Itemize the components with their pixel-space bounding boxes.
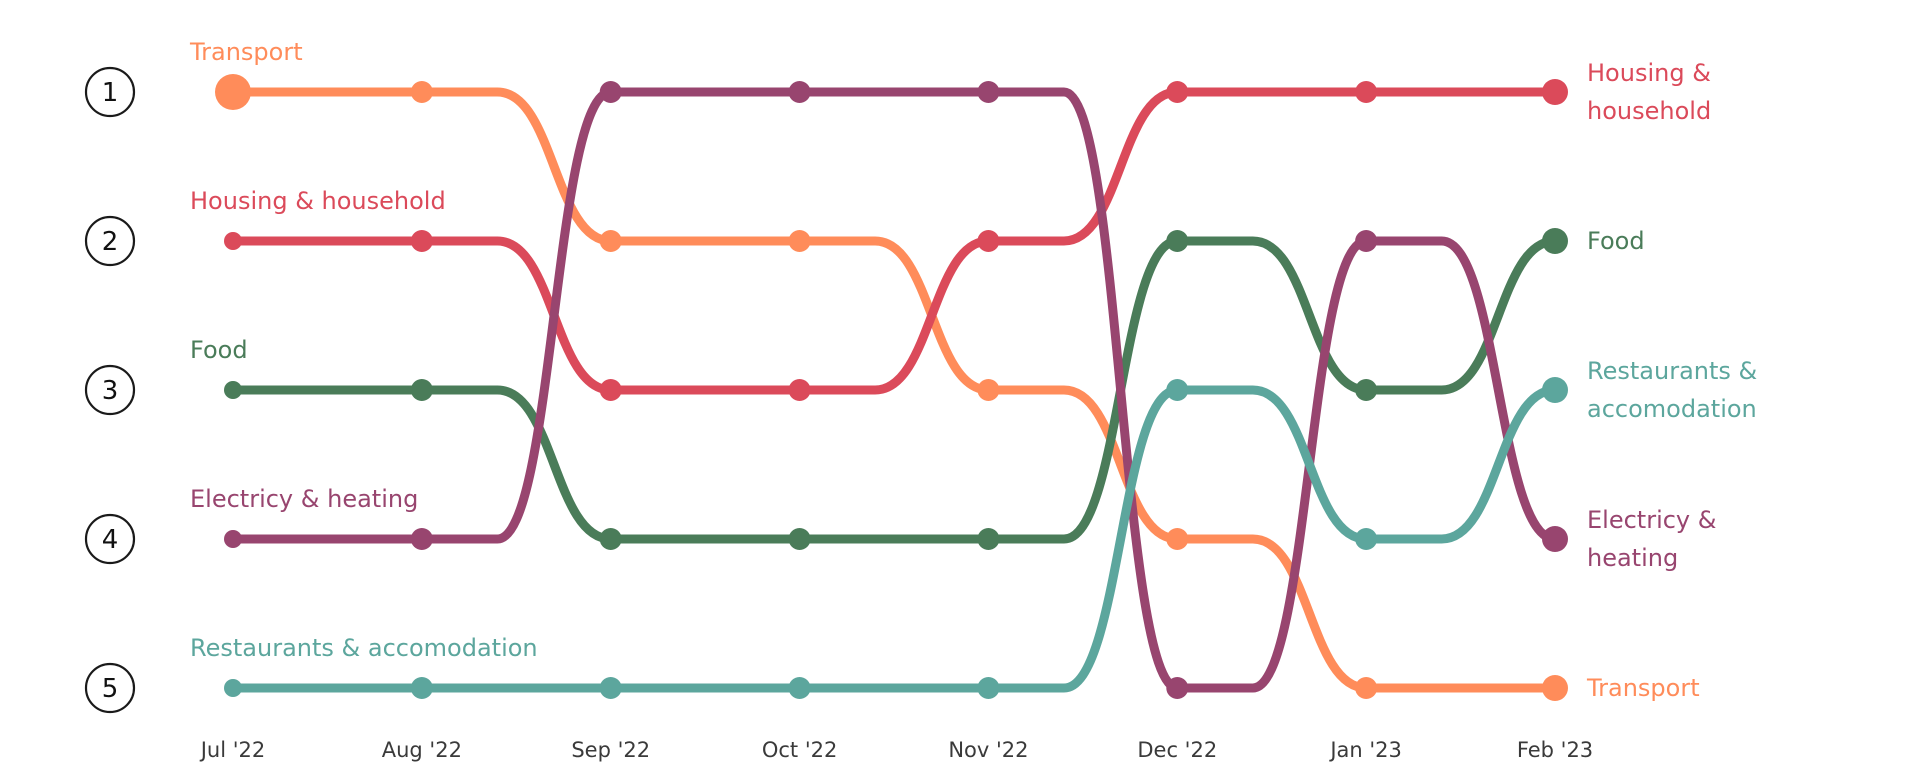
x-tick-label: Sep '22 (571, 738, 650, 762)
x-tick-label: Dec '22 (1137, 738, 1217, 762)
data-point (1166, 230, 1189, 252)
series-line (228, 87, 1560, 693)
data-point (1166, 528, 1189, 550)
x-tick-label: Oct '22 (762, 738, 837, 762)
data-point (224, 232, 242, 250)
series-line (228, 87, 1560, 395)
data-point (599, 528, 622, 550)
rank-label: 1 (102, 78, 119, 108)
series-end-label: household (1587, 97, 1711, 125)
series-2: Food Food (190, 227, 1645, 550)
series-end-label: Transport (1586, 674, 1700, 702)
data-point (599, 379, 622, 401)
series-end-label: Electricy & (1587, 506, 1716, 534)
data-point (410, 81, 433, 103)
data-point (1166, 379, 1189, 401)
data-point (977, 379, 1000, 401)
series-start-label: Housing & household (190, 187, 446, 215)
data-point (1355, 379, 1378, 401)
data-point (599, 230, 622, 252)
data-point (1166, 81, 1189, 103)
data-point (788, 528, 811, 550)
data-point (1542, 526, 1568, 552)
data-point (410, 379, 433, 401)
data-point (224, 679, 242, 697)
data-point (410, 230, 433, 252)
rank-label: 2 (102, 227, 119, 257)
data-point (410, 528, 433, 550)
series-4: Restaurants & accomodation Restaurants & a… (190, 357, 1757, 699)
data-point (410, 677, 433, 699)
data-point (1542, 228, 1568, 254)
data-point (788, 230, 811, 252)
series-start-label: Electricy & heating (190, 485, 418, 513)
data-point (1355, 230, 1378, 252)
data-point (1542, 377, 1568, 403)
data-point (1355, 81, 1378, 103)
rank-circle-5 (84, 662, 136, 714)
data-point (977, 81, 1000, 103)
data-point (1542, 79, 1568, 105)
data-point (599, 81, 622, 103)
data-point (788, 677, 811, 699)
x-axis: Jul '22 Aug '22 Sep '22 Oct '22 Nov '22 Dec '… (199, 738, 1593, 762)
x-tick-label: Aug '22 (382, 738, 462, 762)
rank-label: 5 (102, 674, 119, 704)
series-start-label: Food (190, 336, 248, 364)
data-point (977, 528, 1000, 550)
rank-axis: 1 2 3 4 5 (84, 66, 136, 714)
data-point (788, 379, 811, 401)
x-tick-label: Jul '22 (199, 738, 266, 762)
data-point (1355, 528, 1378, 550)
data-point (224, 381, 242, 399)
series-line (228, 385, 1560, 693)
series-line (228, 236, 1560, 544)
rank-label: 3 (102, 376, 119, 406)
series-1: Housing & household Housing & household (190, 59, 1711, 401)
data-point (599, 677, 622, 699)
data-point (1542, 675, 1568, 701)
series-start-label: Restaurants & accomodation (190, 634, 538, 662)
series-end-label: accomodation (1587, 395, 1757, 423)
series-end-label: Housing & (1587, 59, 1711, 87)
data-point (788, 81, 811, 103)
rank-circle-2 (84, 215, 136, 267)
x-tick-label: Nov '22 (948, 738, 1028, 762)
rank-circle-1 (84, 66, 136, 118)
x-tick-label: Jan '23 (1328, 738, 1402, 762)
series-start-label: Transport (189, 38, 303, 66)
series-end-label: Restaurants & (1587, 357, 1757, 385)
data-point (977, 230, 1000, 252)
data-point (215, 74, 251, 110)
x-tick-label: Feb '23 (1517, 738, 1593, 762)
data-point (224, 530, 242, 548)
rank-circle-4 (84, 513, 136, 565)
series-end-label: heating (1587, 544, 1678, 572)
series-3: Electricy & heating Electricy & heating (190, 81, 1716, 699)
series-end-label: Food (1587, 227, 1645, 255)
data-point (1355, 677, 1378, 699)
rank-circle-3 (84, 364, 136, 416)
rank-label: 4 (102, 525, 119, 555)
data-point (1166, 677, 1189, 699)
data-point (977, 677, 1000, 699)
